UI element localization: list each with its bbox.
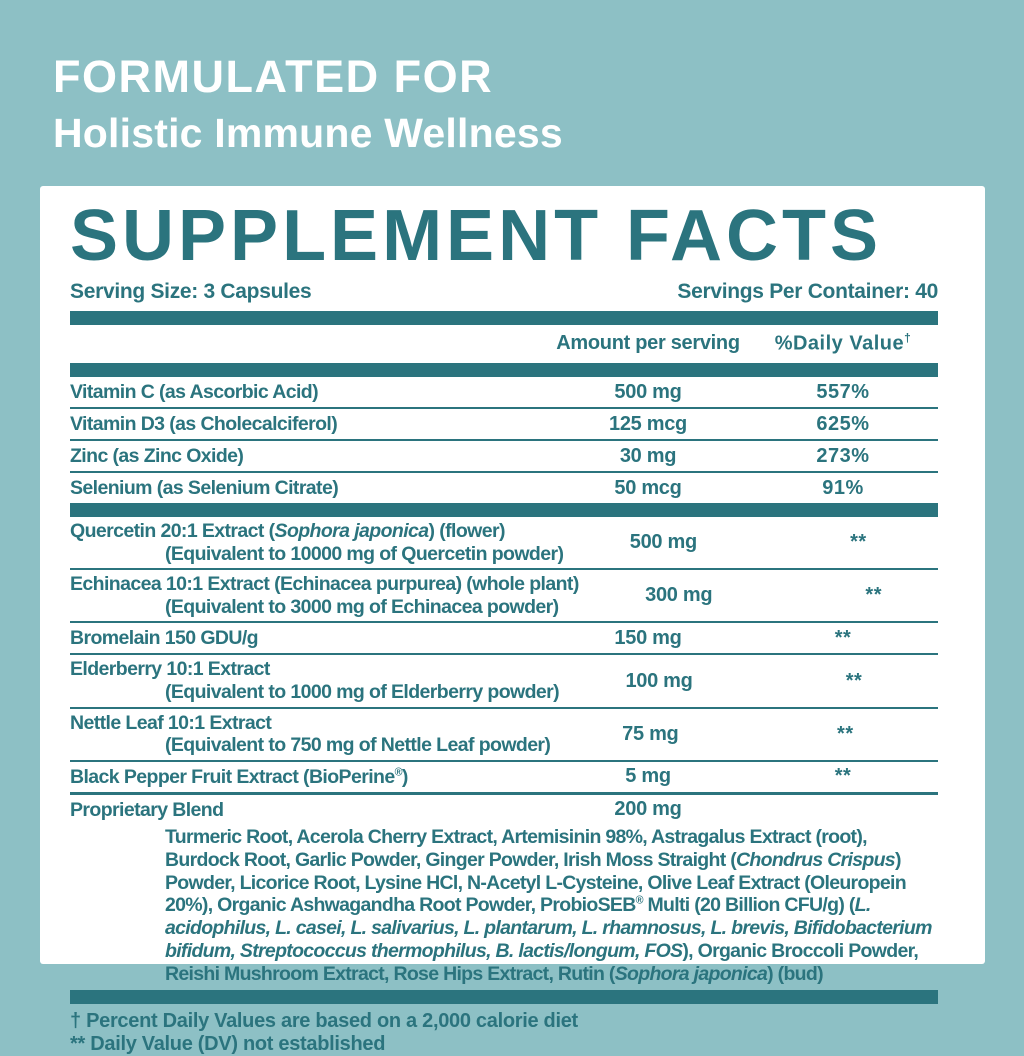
row-daily-value: ** [845, 669, 863, 692]
row-amount: 500 mg [614, 380, 682, 403]
serving-size-text: Serving Size: 3 Capsules [70, 280, 312, 304]
row-amount: 75 mg [622, 722, 679, 745]
table-row: Selenium (as Selenium Citrate) 50 mcg 91% [70, 471, 938, 503]
column-headers: Amount per serving %Daily Value† [70, 325, 938, 363]
row-daily-value: 625% [816, 412, 870, 435]
row-amount: 300 mg [645, 584, 713, 607]
row-ingredient-name: Zinc (as Zinc Oxide) [70, 444, 244, 467]
row-amount: 100 mg [625, 669, 693, 692]
column-header-amount: Amount per serving [556, 332, 740, 355]
row-daily-value: ** [837, 722, 854, 745]
column-header-daily-value: %Daily Value† [774, 331, 912, 356]
row-daily-value: 557% [816, 380, 870, 403]
row-ingredient-name: Elderberry 10:1 Extract (Equivalent to 10… [70, 658, 560, 704]
row-equivalent-note: (Equivalent to 10000 mg of Quercetin pow… [165, 542, 564, 565]
row-daily-value: ** [865, 584, 882, 607]
row-daily-value: ** [850, 531, 867, 554]
serving-info-row: Serving Size: 3 Capsules Servings Per Co… [70, 280, 938, 304]
divider-bar-header [70, 363, 938, 378]
table-row: Zinc (as Zinc Oxide) 30 mg 273% [70, 439, 938, 471]
row-equivalent-note: (Equivalent to 3000 mg of Echinacea powd… [165, 595, 559, 618]
divider-bar-bottom [70, 989, 938, 1004]
table-row: Nettle Leaf 10:1 Extract (Equivalent to 7… [70, 706, 938, 760]
table-row: Black Pepper Fruit Extract (BioPerine®) 5… [70, 759, 938, 792]
row-amount: 5 mg [625, 765, 671, 788]
table-row: Echinacea 10:1 Extract (Echinacea purpur… [70, 568, 938, 621]
row-ingredient-name: Proprietary Blend [70, 798, 224, 821]
table-row: Vitamin C (as Ascorbic Acid) 500 mg 557% [70, 377, 938, 407]
row-amount: 30 mg [619, 444, 677, 467]
servings-per-container-text: Servings Per Container: 40 [677, 280, 938, 304]
row-amount: 200 mg [614, 798, 682, 821]
footnote-dv-not-established: ** Daily Value (DV) not established [70, 1032, 386, 1055]
footnotes: † Percent Daily Values are based on a 2,… [70, 1010, 938, 1056]
divider-bar-middle [70, 503, 938, 518]
row-ingredient-name: Nettle Leaf 10:1 Extract (Equivalent to 7… [70, 711, 551, 757]
divider-bar-top [70, 311, 938, 326]
divider-line-blend [70, 791, 938, 795]
supplement-facts-panel: SUPPLEMENT FACTS Serving Size: 3 Capsule… [40, 186, 985, 1055]
row-amount: 125 mcg [609, 412, 687, 435]
table-row: Proprietary Blend 200 mg [70, 795, 938, 825]
row-daily-value: ** [834, 626, 852, 649]
proprietary-blend-section: Proprietary Blend 200 mg [70, 795, 938, 825]
dagger-symbol: † [904, 331, 912, 346]
row-ingredient-name: Black Pepper Fruit Extract (BioPerine®) [70, 765, 408, 788]
supplement-facts-title: SUPPLEMENT FACTS [70, 196, 883, 276]
vitamins-minerals-section: Vitamin C (as Ascorbic Acid) 500 mg 557% Vi… [70, 377, 938, 503]
table-row: Elderberry 10:1 Extract (Equivalent to 10… [70, 653, 938, 706]
row-daily-value: ** [834, 765, 852, 788]
table-row: Quercetin 20:1 Extract (Sophora japonica… [70, 517, 938, 568]
row-ingredient-name: Vitamin D3 (as Cholecalciferol) [70, 412, 338, 435]
row-amount: 50 mcg [614, 476, 682, 499]
row-daily-value: 91% [822, 476, 864, 499]
row-ingredient-name: Echinacea 10:1 Extract (Echinacea purpur… [70, 573, 579, 618]
row-equivalent-note: (Equivalent to 750 mg of Nettle Leaf pow… [165, 734, 551, 757]
proprietary-blend-ingredients: Turmeric Root, Acerola Cherry Extract, A… [165, 825, 932, 985]
table-row: Bromelain 150 GDU/g 150 mg ** [70, 621, 938, 653]
row-ingredient-name: Vitamin C (as Ascorbic Acid) [70, 380, 319, 403]
row-ingredient-name: Quercetin 20:1 Extract (Sophora japonica… [70, 520, 564, 565]
herbal-extracts-section: Quercetin 20:1 Extract (Sophora japonica… [70, 517, 938, 792]
row-ingredient-name: Bromelain 150 GDU/g [70, 627, 259, 650]
row-daily-value: 273% [816, 444, 870, 467]
footnote-daily-value-basis: † Percent Daily Values are based on a 2,… [70, 1009, 578, 1032]
row-amount: 500 mg [629, 531, 697, 554]
row-ingredient-name: Selenium (as Selenium Citrate) [70, 476, 339, 499]
row-amount: 150 mg [614, 626, 682, 649]
formulated-for-text: FORMULATED FOR [53, 51, 494, 102]
table-row: Vitamin D3 (as Cholecalciferol) 125 mcg 62… [70, 407, 938, 439]
row-equivalent-note: (Equivalent to 1000 mg of Elderberry pow… [165, 681, 560, 704]
product-focus-text: Holistic Immune Wellness [53, 109, 563, 156]
brand-header: FORMULATED FOR Holistic Immune Wellness [53, 52, 563, 156]
label-background: FORMULATED FOR Holistic Immune Wellness … [40, 52, 985, 1055]
